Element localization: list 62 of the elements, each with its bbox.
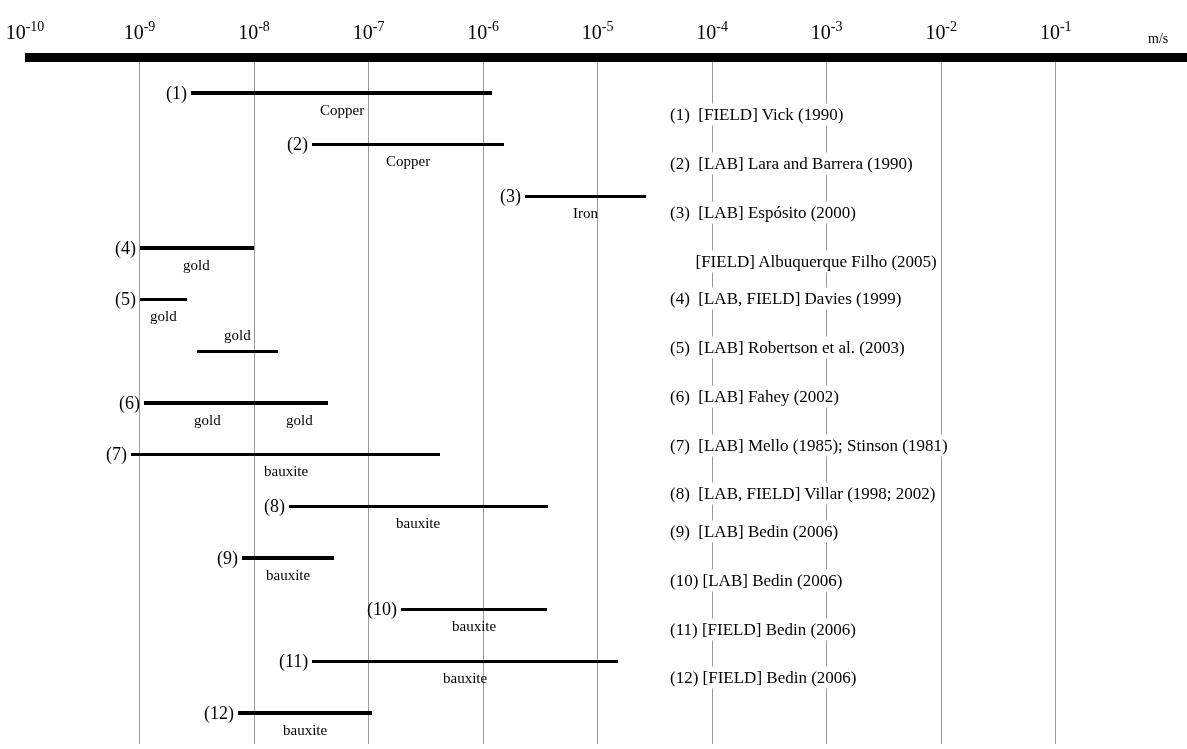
bar	[131, 453, 440, 456]
x-tick-label: 10$^{-1}$	[1039, 18, 1072, 43]
annotation: gold	[150, 308, 178, 324]
annotation: Iron	[573, 205, 599, 221]
bar	[140, 298, 187, 301]
x-tick-label: 10$^{-9}$	[123, 18, 156, 43]
annotation: (10) [LAB] Bedin (2006)	[670, 571, 843, 590]
bar	[312, 143, 504, 146]
x-tick-label: 10$^{-4}$	[696, 18, 728, 43]
x-tick-label: 10$^{-2}$	[925, 18, 958, 43]
annotation: gold	[194, 412, 222, 428]
annotation: (6) [LAB] Fahey (2002)	[670, 387, 840, 406]
annotation: bauxite	[396, 515, 441, 531]
bar	[238, 711, 372, 715]
annotation: (5) [LAB] Robertson et al. (2003)	[670, 338, 905, 357]
y-tick-label: (10)	[367, 599, 397, 620]
annotation: (12) [FIELD] Bedin (2006)	[670, 668, 857, 687]
y-tick-label: (11)	[279, 651, 309, 672]
annotation: (1) [FIELD] Vick (1990)	[670, 105, 844, 124]
bar	[525, 195, 646, 198]
y-tick-label: (12)	[204, 703, 234, 724]
x-tick-label: 10$^{-5}$	[581, 18, 614, 43]
y-tick-label: (5)	[115, 289, 136, 310]
annotation: gold	[183, 257, 211, 273]
annotation: bauxite	[283, 722, 328, 738]
x-tick-label: 10$^{-10}$	[5, 18, 45, 43]
y-tick-label: (4)	[115, 238, 136, 259]
annotation: bauxite	[443, 670, 488, 686]
y-tick-label: (8)	[264, 496, 285, 517]
bar	[197, 350, 278, 353]
y-tick-label: (7)	[106, 444, 127, 465]
annotation: Copper	[320, 102, 365, 118]
annotation: bauxite	[452, 618, 497, 634]
y-tick-label: (6)	[119, 393, 140, 414]
annotation: gold	[286, 412, 314, 428]
y-tick-label: (9)	[217, 548, 238, 569]
bar	[401, 608, 547, 611]
annotation: Copper	[386, 153, 431, 169]
annotation: (9) [LAB] Bedin (2006)	[670, 522, 839, 541]
y-tick-label: (1)	[166, 83, 187, 104]
x-axis-title: m/s	[1148, 31, 1169, 46]
bar	[191, 91, 492, 95]
annotation: (11) [FIELD] Bedin (2006)	[670, 620, 856, 639]
bar	[140, 246, 254, 250]
annotation: gold	[224, 327, 252, 343]
annotation: bauxite	[264, 463, 309, 479]
bar	[289, 505, 548, 508]
bar	[242, 556, 334, 560]
annotation: (7) [LAB] Mello (1985); Stinson (1981)	[670, 436, 948, 455]
annotation: (4) [LAB, FIELD] Davies (1999)	[670, 289, 902, 308]
annotation: (3) [LAB] Espósito (2000)	[670, 203, 857, 222]
y-tick-label: (2)	[287, 134, 308, 155]
x-tick-label: 10$^{-3}$	[810, 18, 843, 43]
x-tick-label: 10$^{-7}$	[352, 18, 385, 43]
y-tick-label: (3)	[500, 186, 521, 207]
annotation: (2) [LAB] Lara and Barrera (1990)	[670, 154, 913, 173]
bar	[312, 660, 618, 663]
x-tick-label: 10$^{-8}$	[238, 18, 270, 43]
x-tick-label: 10$^{-6}$	[467, 18, 499, 43]
annotation: [FIELD] Albuquerque Filho (2005)	[670, 252, 937, 271]
annotation: bauxite	[266, 567, 311, 583]
annotation: (8) [LAB, FIELD] Villar (1998; 2002)	[670, 484, 936, 503]
